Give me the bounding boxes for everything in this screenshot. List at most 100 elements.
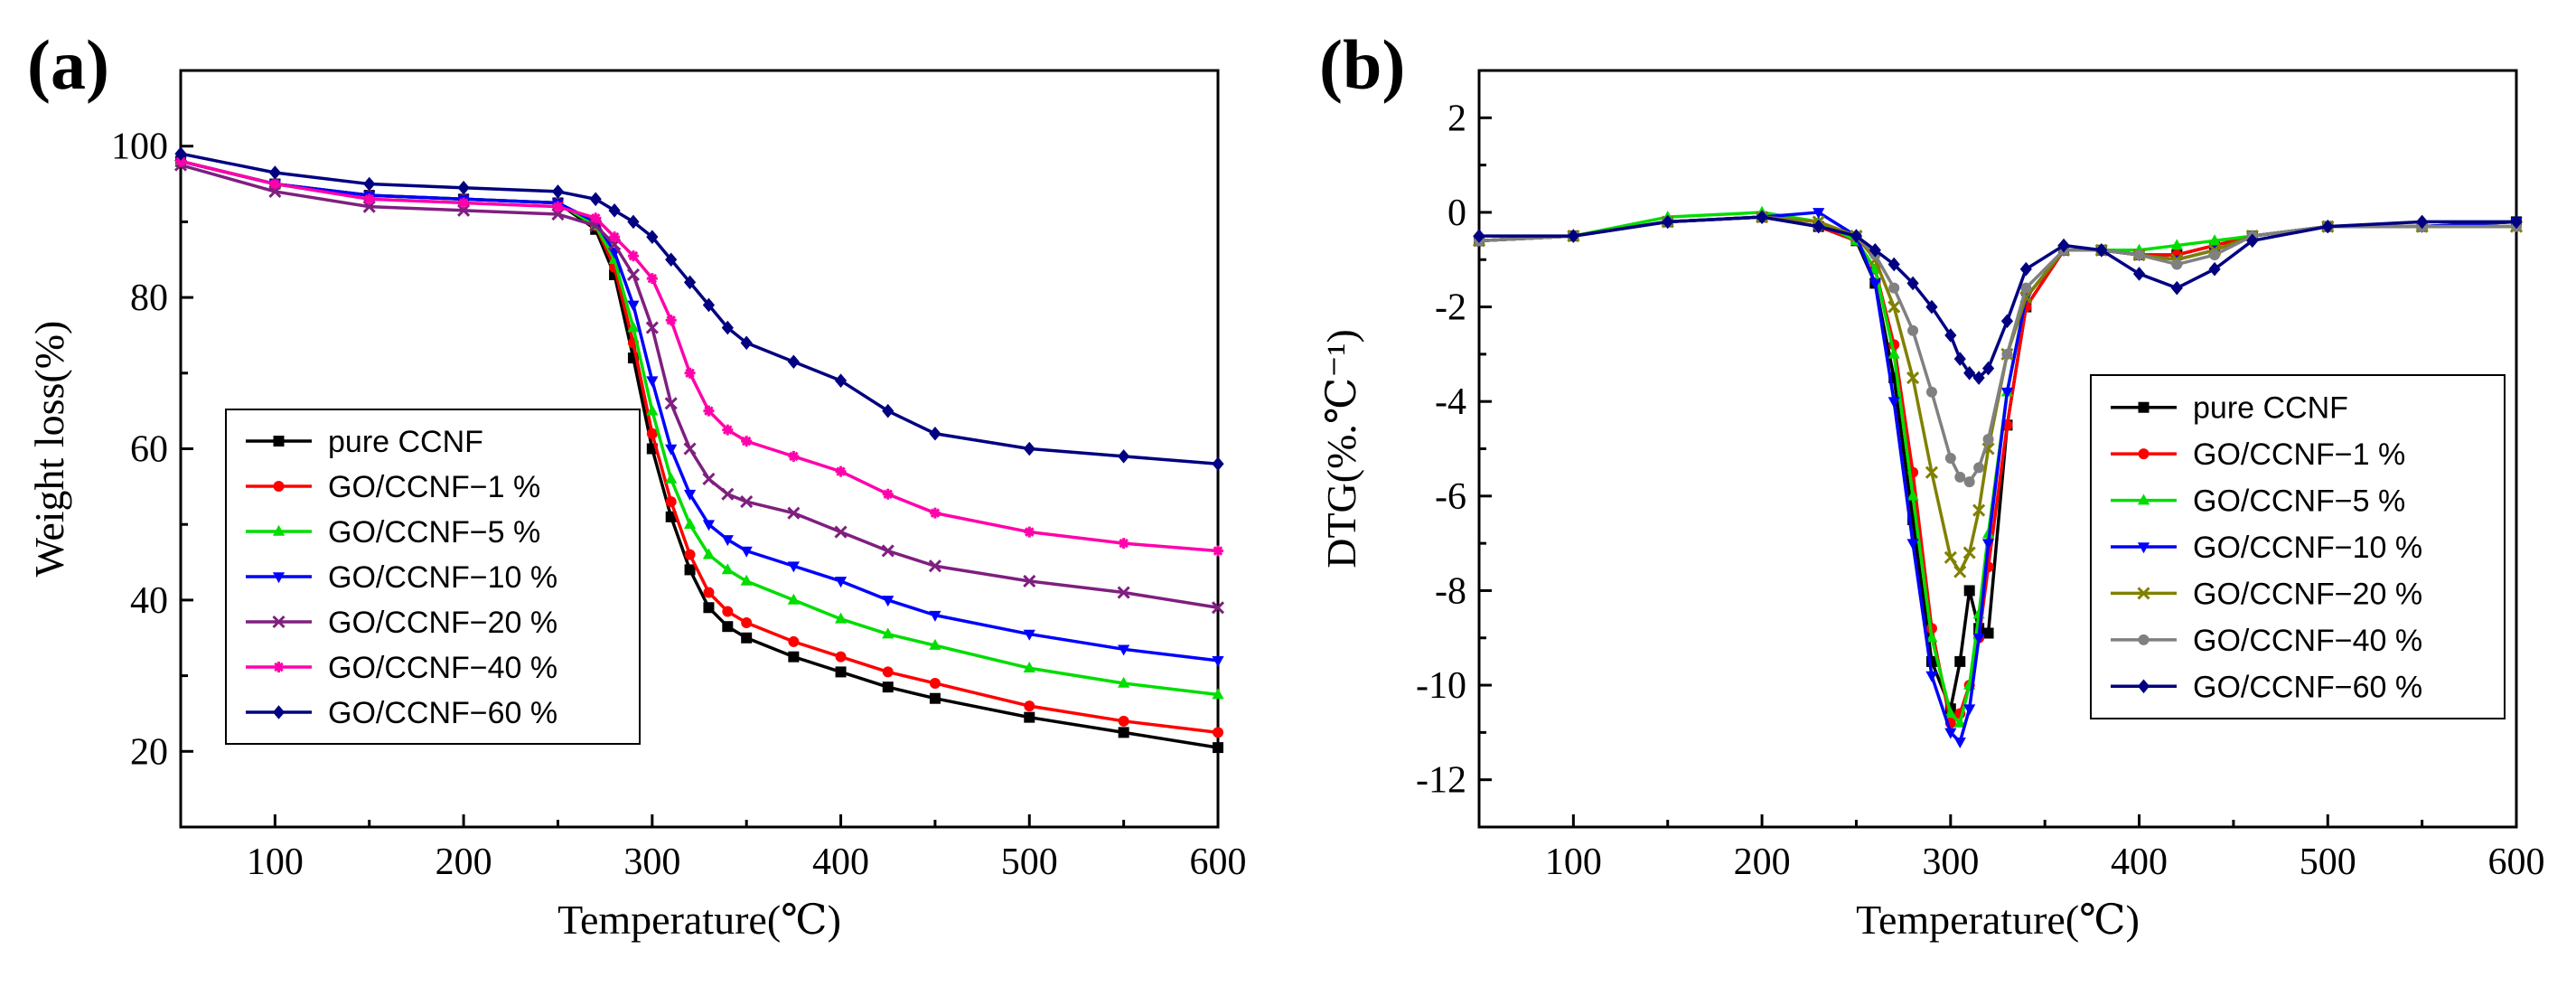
y-tick-label: 0 bbox=[1447, 193, 1466, 234]
data-point bbox=[882, 627, 895, 639]
y-tick-label: -12 bbox=[1416, 760, 1466, 802]
data-point bbox=[665, 496, 677, 508]
data-point bbox=[627, 321, 640, 333]
x-tick-label: 400 bbox=[2111, 841, 2168, 883]
legend-marker bbox=[2137, 679, 2150, 694]
data-point bbox=[627, 250, 639, 262]
series-6 bbox=[174, 146, 1224, 472]
data-point bbox=[1118, 449, 1130, 464]
data-point bbox=[929, 638, 941, 650]
data-point bbox=[646, 404, 659, 416]
series-line bbox=[1479, 215, 2516, 380]
panel-label: (a) bbox=[27, 25, 109, 104]
x-axis-title: Temperature(℃) bbox=[1856, 897, 2140, 943]
data-point bbox=[1888, 397, 1900, 409]
series-line bbox=[1478, 215, 2516, 574]
data-point bbox=[645, 321, 659, 334]
data-point bbox=[665, 472, 678, 484]
data-point bbox=[740, 546, 753, 558]
data-point bbox=[703, 587, 715, 598]
data-point bbox=[1925, 386, 1937, 398]
y-axis-title: DTG(%.℃⁻¹) bbox=[1318, 329, 1364, 569]
data-point bbox=[1954, 655, 1966, 667]
data-point bbox=[1118, 644, 1130, 656]
legend-entry: pure CCNF bbox=[2193, 391, 2348, 426]
data-point bbox=[2019, 261, 2032, 277]
data-point bbox=[721, 320, 734, 335]
data-point bbox=[929, 507, 941, 519]
legend-marker bbox=[273, 662, 285, 672]
data-point bbox=[1213, 545, 1223, 557]
y-tick-label: 2 bbox=[1447, 98, 1466, 139]
data-point bbox=[2057, 238, 2070, 253]
data-point bbox=[882, 666, 894, 678]
data-point bbox=[1213, 727, 1223, 738]
y-tick-label: -10 bbox=[1416, 665, 1466, 707]
data-point bbox=[457, 180, 470, 195]
data-point bbox=[722, 424, 734, 436]
data-point bbox=[551, 184, 565, 199]
data-point bbox=[1023, 629, 1035, 641]
data-point bbox=[1213, 742, 1223, 754]
data-point bbox=[1024, 711, 1035, 723]
data-point bbox=[683, 442, 697, 456]
data-point bbox=[2208, 234, 2221, 246]
legend-entry: GO/CCNF−1 % bbox=[328, 470, 540, 504]
data-point bbox=[1907, 324, 1919, 336]
data-point bbox=[627, 300, 640, 312]
data-point bbox=[928, 559, 941, 573]
data-point bbox=[703, 602, 715, 614]
data-point bbox=[1473, 229, 1485, 243]
data-point bbox=[1888, 347, 1900, 359]
data-point bbox=[1944, 728, 1957, 739]
data-point bbox=[1906, 539, 1919, 550]
data-point bbox=[1954, 471, 1966, 483]
data-point bbox=[1953, 738, 1966, 749]
data-point bbox=[835, 465, 847, 477]
legend-marker bbox=[2137, 587, 2150, 600]
data-point bbox=[458, 197, 470, 209]
data-point bbox=[1869, 278, 1881, 290]
data-point bbox=[2132, 267, 2146, 281]
data-point bbox=[787, 561, 800, 573]
data-point bbox=[1953, 565, 1967, 578]
data-point bbox=[881, 544, 895, 558]
data-point bbox=[1963, 476, 1975, 488]
data-point bbox=[626, 268, 641, 282]
data-point bbox=[1953, 352, 1966, 366]
data-point bbox=[683, 275, 697, 290]
data-point bbox=[1888, 282, 1900, 294]
data-point bbox=[1850, 229, 1863, 243]
data-point bbox=[665, 444, 678, 456]
data-point bbox=[684, 549, 696, 560]
data-point bbox=[1972, 503, 1986, 517]
y-tick-label: 60 bbox=[130, 429, 168, 471]
data-point bbox=[1211, 601, 1225, 615]
data-point bbox=[741, 617, 753, 629]
data-point bbox=[2209, 249, 2221, 261]
data-point bbox=[787, 593, 800, 605]
data-point bbox=[1925, 671, 1938, 682]
x-tick-label: 500 bbox=[2300, 841, 2356, 883]
data-point bbox=[1118, 715, 1129, 727]
data-point bbox=[721, 487, 735, 501]
data-point bbox=[882, 403, 895, 418]
legend-entry: GO/CCNF−10 % bbox=[328, 560, 557, 595]
data-point bbox=[590, 212, 602, 224]
data-point bbox=[2170, 239, 2183, 250]
data-point bbox=[1024, 700, 1035, 712]
data-point bbox=[1906, 276, 1919, 291]
data-point bbox=[2020, 282, 2032, 294]
x-tick-label: 300 bbox=[1922, 841, 1979, 883]
legend-entry: GO/CCNF−60 % bbox=[2193, 670, 2422, 704]
series-5 bbox=[175, 155, 1223, 557]
data-point bbox=[2000, 314, 2014, 329]
legend-marker bbox=[2138, 634, 2150, 645]
data-point bbox=[1953, 716, 1966, 728]
data-point bbox=[1118, 727, 1129, 738]
data-point bbox=[929, 677, 941, 689]
x-tick-label: 100 bbox=[1545, 841, 1602, 883]
data-point bbox=[741, 436, 753, 447]
data-point bbox=[2246, 233, 2259, 249]
